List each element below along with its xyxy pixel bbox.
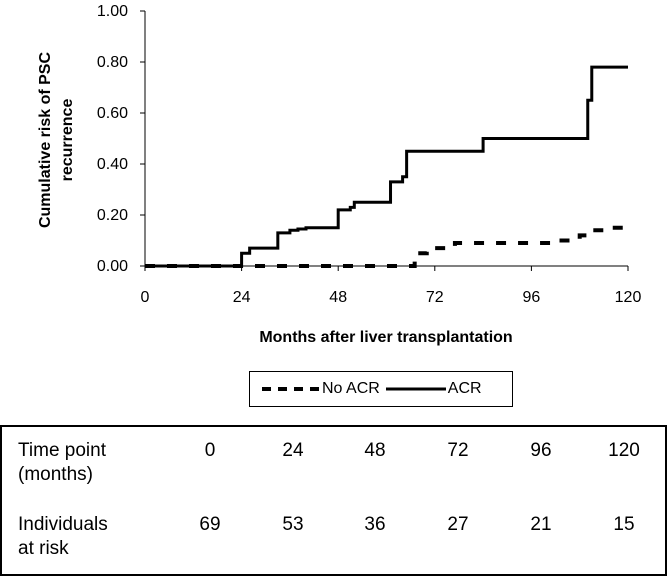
y-tick-label: 0.40 (97, 156, 128, 173)
x-tick-label: 120 (615, 289, 642, 306)
y-tick-label: 0.80 (97, 54, 128, 71)
y-axis-title-line1: Cumulative risk of PSC (37, 52, 54, 228)
table-cell: 72 (447, 440, 469, 461)
table-cell: 48 (364, 440, 386, 461)
legend-item-acr: ACR (384, 380, 482, 398)
table-cell: 96 (530, 440, 552, 461)
table-cell: 24 (282, 440, 304, 461)
table-cell: 69 (199, 514, 221, 535)
series-line-acr (145, 65, 628, 268)
table-cell: 53 (282, 514, 304, 535)
time-point-label-line2: (months) (18, 464, 93, 485)
x-tick-label: 72 (426, 289, 444, 306)
x-tick-label: 96 (523, 289, 541, 306)
legend-swatch-solid (385, 387, 446, 391)
legend-label-no-acr: No ACR (322, 380, 380, 397)
x-tick-label: 24 (233, 289, 251, 306)
table-cell: 21 (530, 514, 552, 535)
time-point-label-line1: Time point (18, 440, 106, 461)
legend-label-acr: ACR (447, 380, 482, 397)
series-line-no-acr (145, 225, 628, 268)
table-cell: 36 (364, 514, 386, 535)
chart: 0.00 0.20 0.40 0.60 0.80 1.00 0 24 48 72 96 120 Mo… (37, 3, 642, 346)
legend-item-no-acr: No ACR (260, 380, 380, 398)
x-axis-ticks: 0 24 48 72 96 120 (141, 266, 642, 306)
series-group (145, 65, 628, 268)
legend-swatch-dashed (262, 387, 320, 391)
x-tick-label: 0 (141, 289, 150, 306)
y-tick-label: 0.20 (97, 207, 128, 224)
table-cell: 27 (447, 514, 469, 535)
y-tick-label: 0.00 (97, 258, 128, 275)
individuals-at-risk-label: Individuals at risk (18, 513, 108, 561)
table-cell: 120 (608, 440, 640, 461)
y-tick-label: 1.00 (97, 3, 128, 20)
time-point-label: Time point (months) (18, 439, 106, 487)
individuals-at-risk-label-line2: at risk (18, 538, 69, 559)
x-axis-title: Months after liver transplantation (259, 329, 512, 346)
y-axis-title-line2: recurrence (59, 99, 76, 182)
table-cell: 0 (204, 440, 216, 461)
legend: No ACR ACR (249, 371, 513, 407)
table-cell: 15 (613, 514, 635, 535)
individuals-at-risk-label-line1: Individuals (18, 514, 108, 535)
y-axis-ticks: 0.00 0.20 0.40 0.60 0.80 1.00 (97, 3, 145, 275)
y-tick-label: 0.60 (97, 105, 128, 122)
risk-table: Time point (months) 0 24 48 72 96 120 In… (0, 425, 667, 576)
x-tick-label: 48 (329, 289, 347, 306)
